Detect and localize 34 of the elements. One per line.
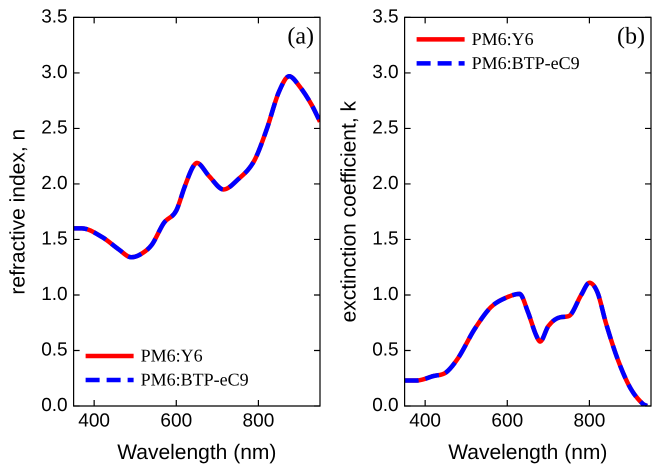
legend-label: PM6:BTP-eC9 <box>472 53 580 74</box>
y-tick-label: 1.0 <box>372 284 399 306</box>
y-tick-label: 0.0 <box>372 395 399 416</box>
x-tick-label: 600 <box>491 410 524 432</box>
annotation: (b) <box>617 24 645 50</box>
y-tick-label: 2.0 <box>372 173 399 194</box>
y-tick-label: 2.5 <box>41 118 68 139</box>
y-tick-label: 2.5 <box>372 118 399 139</box>
x-tick-label: 400 <box>409 410 441 432</box>
y-tick-label: 3.5 <box>41 6 68 28</box>
y-tick-label: 1.5 <box>372 228 399 250</box>
legend-label: PM6:Y6 <box>140 346 203 366</box>
x-tick-label: 600 <box>160 410 192 432</box>
line-series <box>404 280 650 406</box>
y-tick-label: 0.5 <box>41 340 68 361</box>
y-tick-label: 0.5 <box>372 340 399 361</box>
y-tick-label: 1.0 <box>41 284 68 306</box>
x-tick-label: 400 <box>78 410 110 432</box>
annotation: (a) <box>287 24 314 50</box>
legend-label: PM6:Y6 <box>472 29 534 50</box>
y-axis-title: exctinction coefficient, k <box>337 100 360 322</box>
y-tick-label: 3.5 <box>372 6 399 28</box>
y-tick-label: 3.0 <box>41 62 68 84</box>
y-tick-label: 2.0 <box>41 173 68 194</box>
x-tick-label: 800 <box>242 410 274 432</box>
y-tick-label: 1.5 <box>41 228 68 250</box>
x-axis-title: Wavelength (nm) <box>117 441 276 464</box>
legend-label: PM6:BTP-eC9 <box>140 370 249 390</box>
y-axis-title: refractive index, n <box>6 128 30 295</box>
y-tick-label: 0.0 <box>41 395 68 416</box>
x-axis-title: Wavelength (nm) <box>448 441 608 464</box>
x-tick-label: 800 <box>574 410 606 432</box>
y-tick-label: 3.0 <box>372 62 399 84</box>
line-series <box>74 74 320 260</box>
